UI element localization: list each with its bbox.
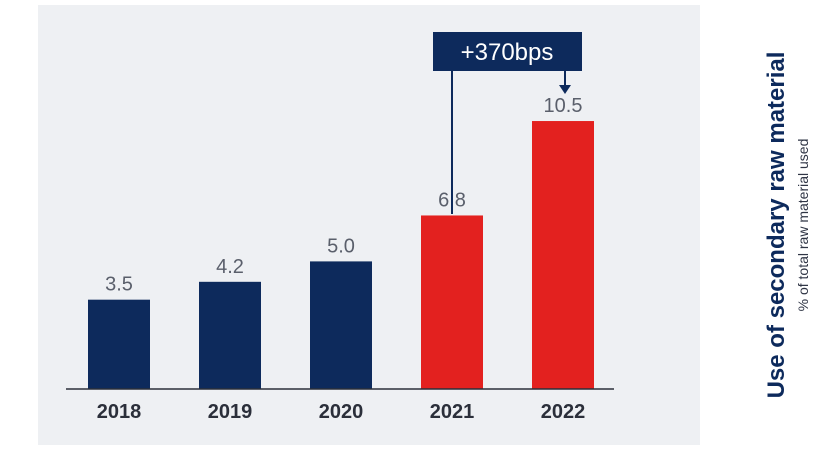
bar-2022 [532, 121, 594, 389]
bar-2020 [310, 261, 372, 389]
x-tick-label-2020: 2020 [319, 401, 364, 423]
value-label-2022: 10.5 [544, 95, 583, 117]
x-tick-label-2021: 2021 [430, 401, 475, 423]
annotation-box [433, 32, 582, 71]
value-label-2019: 4.2 [216, 256, 244, 278]
value-label-2018: 3.5 [105, 274, 133, 296]
bars-group [88, 121, 594, 389]
bar-2021 [421, 215, 483, 389]
x-tick-label-2022: 2022 [541, 401, 586, 423]
x-tick-label-2018: 2018 [97, 401, 142, 423]
chart-subtitle: % of total raw material used [795, 138, 811, 312]
annotation-callout: +370bps [433, 32, 582, 214]
x-tick-labels-group: 2018 2019 2020 2021 2022 [97, 401, 586, 423]
chart-title: Use of secondary raw material [763, 51, 790, 399]
annotation-text: +370bps [461, 39, 554, 66]
bar-2018 [88, 299, 150, 389]
bar-2019 [199, 281, 261, 389]
value-label-2020: 5.0 [327, 235, 355, 257]
arrow-down-icon [559, 85, 571, 94]
x-tick-label-2019: 2019 [208, 401, 253, 423]
